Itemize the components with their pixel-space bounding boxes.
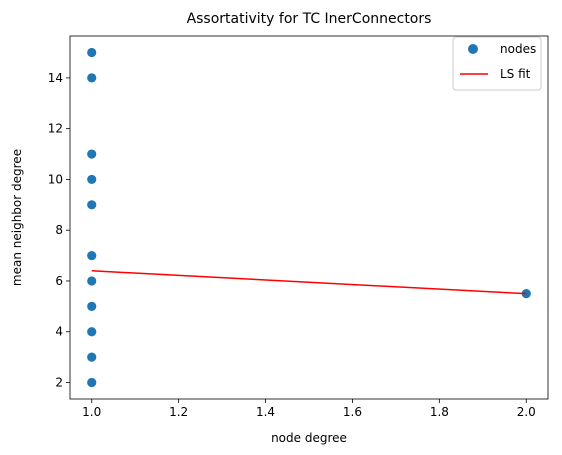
y-tick-label: 8 (55, 223, 63, 237)
x-axis-label: node degree (271, 431, 347, 445)
legend-label-nodes: nodes (500, 42, 536, 56)
y-tick-label: 6 (55, 274, 63, 288)
data-point (87, 73, 97, 83)
y-tick-label: 2 (55, 376, 63, 390)
y-tick-label: 4 (55, 325, 63, 339)
data-point (87, 377, 97, 388)
plot-frame (69, 35, 549, 400)
data-layer (87, 47, 531, 388)
y-tick-label: 14 (48, 71, 63, 85)
x-tick-label: 1.2 (169, 405, 188, 419)
plot-area: 1.0 1.2 1.4 1.6 1.8 2.0 2 4 6 8 10 12 14 (48, 35, 549, 419)
x-tick-label: 1.8 (430, 405, 449, 419)
data-point (87, 327, 97, 337)
data-point (87, 276, 97, 286)
chart-title: Assortativity for TC InerConnectors (187, 11, 432, 27)
x-tick-label: 1.4 (256, 405, 275, 419)
data-point (87, 174, 97, 185)
data-point (87, 301, 97, 311)
x-tick-label: 2.0 (517, 405, 536, 419)
data-point (87, 200, 97, 210)
legend-marker-nodes (468, 44, 478, 54)
y-axis-ticks: 2 4 6 8 10 12 14 (48, 71, 70, 390)
y-tick-label: 12 (48, 122, 63, 136)
data-point (87, 352, 97, 362)
data-point (87, 47, 97, 58)
y-axis-label: mean neighbor degree (10, 149, 24, 286)
x-axis-ticks: 1.0 1.2 1.4 1.6 1.8 2.0 (82, 399, 536, 419)
legend: nodes LS fit (452, 36, 542, 91)
ls-fit-line (91, 270, 527, 295)
data-point (87, 250, 97, 261)
legend-label-ls-fit: LS fit (500, 67, 531, 81)
x-tick-label: 1.0 (82, 405, 101, 419)
data-point (87, 149, 97, 159)
y-tick-label: 10 (48, 172, 63, 186)
x-tick-label: 1.6 (343, 405, 362, 419)
